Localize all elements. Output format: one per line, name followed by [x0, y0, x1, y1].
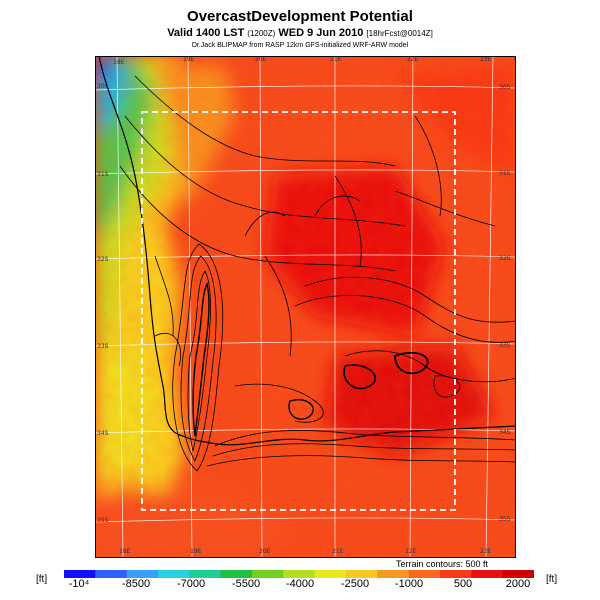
- valid-time: Valid 1400 LST: [167, 27, 245, 39]
- zulu-time: (1200Z): [247, 29, 276, 38]
- colorbar-tick: -7000: [176, 578, 206, 590]
- colorbar-swatch: [95, 570, 128, 578]
- colorbar-tick: -1000: [394, 578, 424, 590]
- colorbar-swatch: [314, 570, 347, 578]
- lat-label-right: 35S: [499, 516, 511, 523]
- terrain-contours: [119, 75, 516, 472]
- lat-label-right: 33S: [499, 342, 511, 349]
- forecast-hour: [18hrFcst@0014Z]: [366, 29, 433, 38]
- colorbar: [64, 570, 534, 578]
- colorbar-tick: -10⁴: [68, 578, 90, 590]
- lat-label-left: 32S: [97, 256, 109, 263]
- colorbar-swatch: [252, 570, 284, 578]
- chart-subtitle: Valid 1400 LST (1200Z) WED 9 Jun 2010 [1…: [0, 27, 600, 39]
- lat-label-right: 34S: [499, 429, 511, 436]
- terrain-contour-note: Terrain contours: 500 ft: [396, 559, 489, 569]
- model-credit: Dr.Jack BLIPMAP from RASP 12km GFS-initi…: [191, 42, 409, 49]
- lon-label-top: 19E: [183, 56, 195, 63]
- chart-title: OvercastDevelopment Potential: [187, 8, 413, 25]
- colorbar-swatch: [408, 570, 441, 578]
- unit-label-left: [ft]: [36, 574, 48, 585]
- colorbar-tick: -4000: [285, 578, 315, 590]
- coastline: [98, 56, 516, 446]
- graticule: [95, 56, 516, 558]
- lon-label-bottom: 18E: [119, 548, 131, 555]
- lon-label-bottom: 19E: [190, 548, 202, 555]
- lat-label-left: 33S: [97, 343, 109, 350]
- colorbar-swatch: [471, 570, 504, 578]
- colorbar-tick: -5500: [231, 578, 261, 590]
- coordinate-labels: 18E 19E 20E 21E 22E 23E 18E 19E 20E 21E …: [97, 56, 511, 555]
- colorbar-swatch: [377, 570, 410, 578]
- lat-label-right: 31S: [499, 170, 511, 177]
- colorbar-tick: -2500: [340, 578, 370, 590]
- lat-label-left: 31S: [97, 171, 109, 178]
- colorbar-swatch: [283, 570, 316, 578]
- lon-label-top: 18E: [113, 59, 125, 66]
- colorbar-swatch: [126, 570, 159, 578]
- valid-date: WED 9 Jun 2010: [278, 27, 364, 39]
- colorbar-swatch: [502, 570, 534, 578]
- lon-label-bottom: 21E: [332, 548, 344, 555]
- lat-label-left: 30S: [97, 83, 109, 90]
- lon-label-top: 22E: [407, 56, 419, 63]
- colorbar-swatch: [220, 570, 253, 578]
- lat-label-left: 34S: [97, 430, 109, 437]
- lat-label-right: 32S: [499, 255, 511, 262]
- lon-label-bottom: 20E: [259, 548, 271, 555]
- forecast-map: 18E 19E 20E 21E 22E 23E 18E 19E 20E 21E …: [95, 56, 516, 558]
- colorbar-swatch: [189, 570, 222, 578]
- inner-domain-boundary: [141, 111, 456, 511]
- colorbar-tick: -8500: [121, 578, 151, 590]
- lon-label-top: 23E: [480, 56, 492, 63]
- lon-label-bottom: 22E: [405, 548, 417, 555]
- lon-label-top: 21E: [330, 56, 342, 63]
- lon-label-top: 20E: [255, 56, 267, 63]
- unit-label-right: [ft]: [546, 574, 558, 585]
- lat-label-right: 30S: [499, 84, 511, 91]
- lat-label-left: 35S: [97, 517, 109, 524]
- colorbar-swatch: [346, 570, 378, 578]
- colorbar-tick: 500: [453, 578, 473, 590]
- colorbar-tick: 2000: [505, 578, 531, 590]
- colorbar-swatch: [158, 570, 190, 578]
- lon-label-bottom: 23E: [480, 548, 492, 555]
- colorbar-swatch: [440, 570, 472, 578]
- colorbar-swatch: [64, 570, 96, 578]
